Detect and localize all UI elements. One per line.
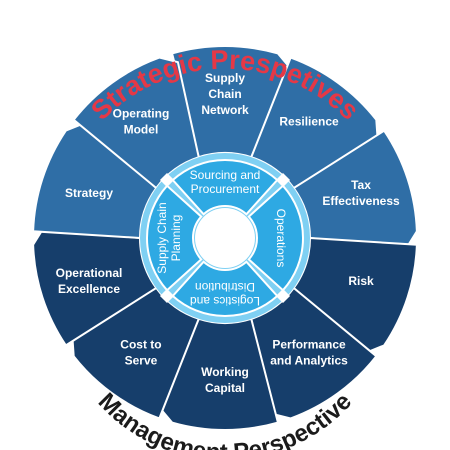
inner-separator-diamond <box>159 288 175 304</box>
inner-label-logistics-and-distribution: Logistics andDistribution <box>190 280 260 308</box>
inner-separator-diamond <box>275 172 291 188</box>
segment-working-capital <box>158 317 280 431</box>
inner-segment-supply-chain-planning <box>146 184 203 292</box>
inner-label-sourcing-and-procurement: Sourcing and Procurement <box>190 168 261 196</box>
inner-segment-logistics-and-distribution <box>171 260 279 317</box>
segment-label-performance-and-analytics: Performance and Analytics <box>270 338 348 368</box>
segment-supply-chain-network <box>170 45 292 159</box>
outer-ring: Supply Chain Network Resilience Tax Effective… <box>32 45 418 431</box>
inner-label-supply-chain-planning: Supply ChainPlanning <box>155 202 183 273</box>
segment-label-strategy: Strategy <box>65 186 113 200</box>
inner-segment-operations <box>247 184 304 292</box>
segment-label-supply-chain-network: Supply Chain Network <box>201 71 249 117</box>
inner-label-operations: Operations <box>274 209 288 268</box>
inner-segment-sourcing-and-procurement <box>171 159 279 216</box>
segment-label-resilience: Resilience <box>279 114 339 128</box>
center-circle <box>195 208 255 268</box>
inner-separator-diamond <box>275 288 291 304</box>
segment-label-risk: Risk <box>348 274 374 288</box>
segment-label-working-capital: Working Capital <box>201 365 249 395</box>
inner-ring: Sourcing and Procurement Operations Logisti… <box>140 153 310 323</box>
segment-label-operating-model: Operating Model <box>113 106 170 136</box>
inner-separator-diamond <box>159 172 175 188</box>
segment-label-cost-to-serve: Cost to Serve <box>120 338 161 368</box>
segment-label-operational-excellence: Operational Excellence <box>56 266 123 296</box>
segment-label-tax-effectiveness: Tax Effectiveness <box>322 178 400 208</box>
